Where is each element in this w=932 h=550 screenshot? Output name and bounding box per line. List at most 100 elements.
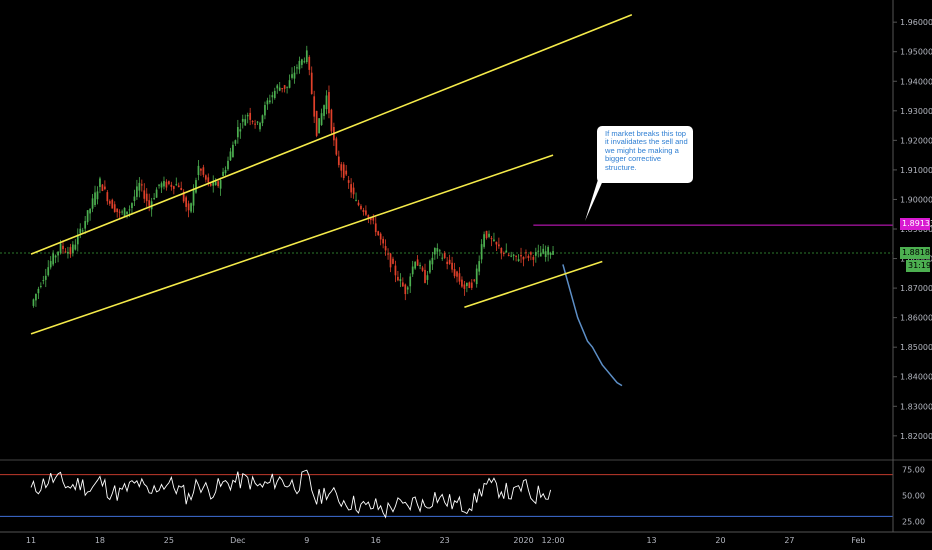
candle-body	[310, 72, 313, 94]
candle-body	[399, 279, 402, 282]
candle-body	[35, 293, 37, 301]
price-tick-label: 1.86000	[900, 314, 932, 323]
candle-body	[342, 164, 345, 179]
trendline-0	[30, 14, 633, 255]
annotation-callout[interactable]: If market breaks this top it invalidates…	[597, 126, 693, 183]
candle-body	[209, 183, 212, 186]
candle-body	[195, 180, 197, 193]
candle-body	[466, 282, 468, 287]
candle-body	[283, 85, 286, 89]
candle-body	[345, 170, 348, 175]
candle-body	[515, 255, 517, 257]
candle-body	[542, 248, 545, 254]
candle-body	[37, 288, 40, 294]
candle-body	[175, 184, 178, 186]
candle-body	[318, 118, 320, 134]
candle-body	[232, 144, 234, 158]
candle-body	[234, 140, 237, 144]
candle-body	[340, 164, 343, 171]
bar-countdown-label: 31:19	[906, 260, 932, 272]
candle-body	[64, 251, 67, 253]
candle-body	[517, 259, 520, 262]
candle-body	[473, 279, 476, 281]
candle-body	[522, 256, 525, 260]
time-tick-label: 20	[715, 536, 725, 545]
candle-body	[350, 184, 352, 193]
candle-body	[123, 207, 126, 217]
candle-body	[461, 279, 463, 287]
candle-body	[313, 96, 316, 117]
candle-body	[212, 180, 215, 186]
candle-body	[278, 87, 281, 91]
time-tick-label: 27	[784, 536, 794, 545]
candle-body	[335, 138, 338, 155]
candle-body	[62, 245, 64, 250]
level-price-label: 1.89133	[900, 218, 932, 230]
candle-body	[165, 181, 168, 188]
candle-body	[433, 247, 436, 255]
time-tick-label: 2020	[513, 536, 533, 545]
time-tick-label: 23	[440, 536, 450, 545]
main-price-pane[interactable]	[0, 14, 893, 387]
price-tick-label: 1.92000	[900, 136, 932, 145]
candle-body	[355, 199, 357, 201]
candle-body	[182, 191, 185, 202]
candle-body	[42, 280, 45, 282]
candle-body	[158, 184, 160, 186]
candle-body	[404, 284, 407, 295]
candle-body	[426, 275, 429, 280]
time-tick-label: 11	[26, 536, 36, 545]
candle-body	[271, 95, 274, 98]
candle-body	[57, 251, 59, 256]
candle-body	[286, 86, 288, 88]
rsi-pane[interactable]	[0, 469, 893, 519]
candle-body	[424, 269, 426, 283]
candle-body	[200, 168, 202, 171]
time-tick-label: 25	[164, 536, 174, 545]
candle-body	[323, 105, 325, 116]
candle-body	[202, 167, 205, 175]
price-tick-label: 1.96000	[900, 18, 932, 27]
candle-body	[448, 259, 451, 264]
candle-body	[525, 252, 527, 254]
candle-body	[126, 211, 128, 215]
candle-body	[192, 188, 195, 206]
candle-body	[544, 251, 547, 258]
candle-body	[291, 74, 293, 78]
candle-body	[372, 217, 375, 221]
candle-body	[259, 122, 261, 130]
candle-body	[261, 115, 264, 124]
time-tick-label: 18	[95, 536, 105, 545]
candle-body	[475, 268, 478, 285]
candle-body	[394, 265, 397, 276]
candle-body	[328, 92, 330, 114]
candle-body	[81, 230, 84, 232]
candle-body	[382, 238, 384, 244]
candle-body	[377, 231, 380, 236]
current-price-label: 1.88189	[900, 247, 932, 259]
candle-body	[510, 255, 513, 257]
candle-body	[367, 215, 370, 219]
candle-body	[480, 244, 483, 260]
candle-body	[500, 248, 503, 253]
candle-body	[411, 266, 414, 275]
candle-body	[436, 248, 439, 252]
candle-body	[451, 262, 453, 270]
candle-body	[236, 127, 239, 138]
candle-body	[347, 180, 350, 183]
candle-body	[116, 208, 119, 213]
candle-body	[397, 276, 399, 281]
candle-body	[369, 217, 372, 221]
candle-body	[547, 247, 549, 255]
candle-body	[527, 255, 530, 258]
candle-body	[163, 181, 165, 187]
candle-body	[185, 197, 187, 207]
candle-body	[414, 261, 417, 269]
candle-body	[244, 119, 247, 126]
candle-body	[246, 114, 249, 117]
price-tick-label: 1.91000	[900, 166, 932, 175]
candle-body	[438, 250, 441, 252]
rsi-tick-label: 75.00	[902, 465, 925, 474]
candle-body	[49, 261, 52, 268]
